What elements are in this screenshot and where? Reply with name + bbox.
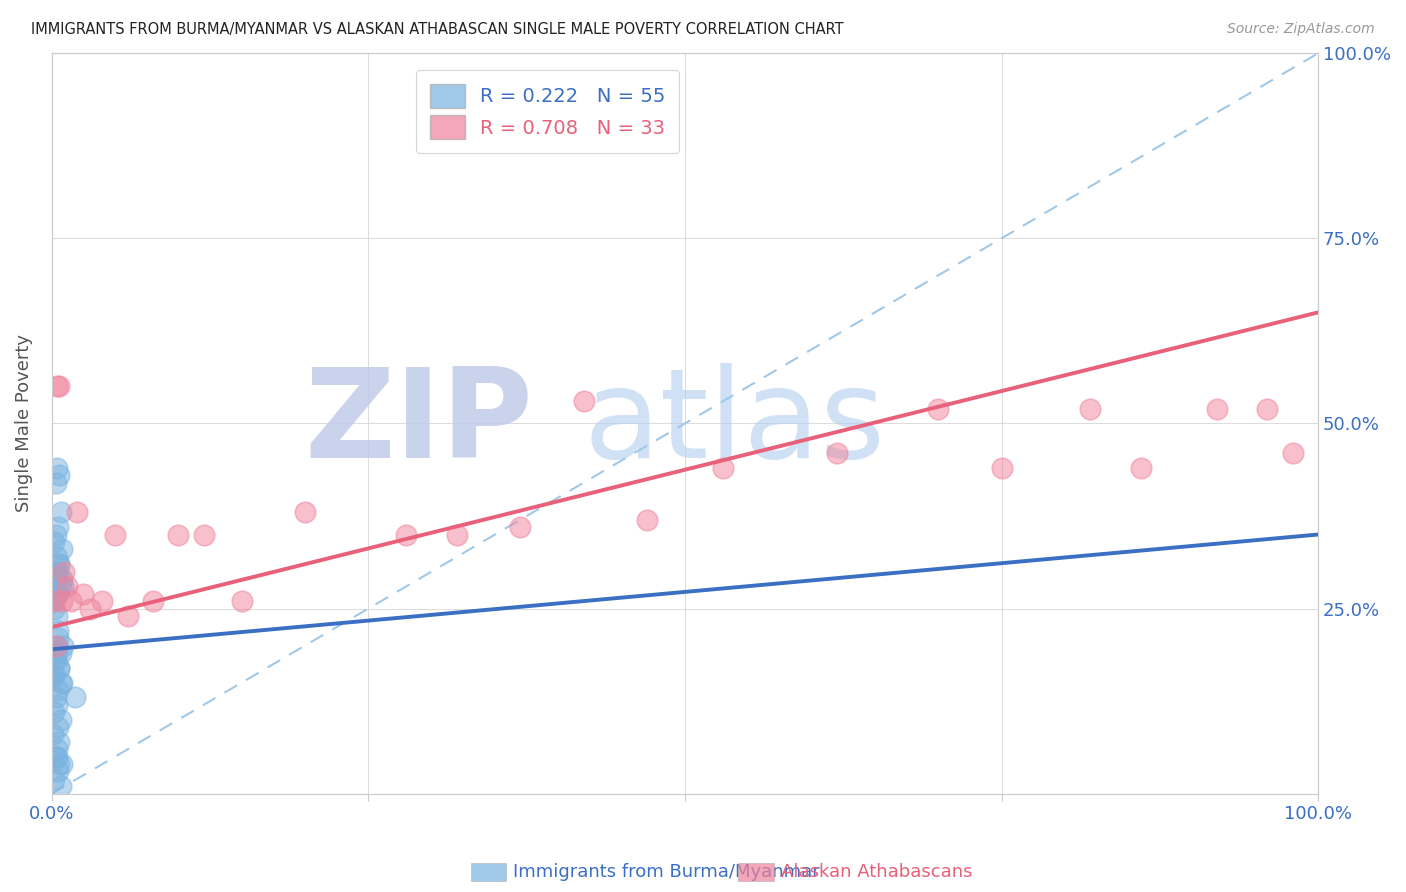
Point	[49, 505, 72, 519]
Point	[51, 757, 73, 772]
Point	[56, 579, 79, 593]
Point	[1129, 461, 1152, 475]
Point	[636, 513, 658, 527]
Point	[52, 639, 75, 653]
Point	[46, 587, 69, 601]
Point	[231, 594, 253, 608]
Point	[59, 594, 82, 608]
Point	[572, 394, 595, 409]
Point	[45, 639, 67, 653]
Point	[45, 379, 67, 393]
Point	[45, 639, 67, 653]
Point	[45, 475, 67, 490]
Point	[142, 594, 165, 608]
Point	[44, 579, 66, 593]
Point	[49, 675, 72, 690]
Point	[46, 520, 69, 534]
Point	[990, 461, 1012, 475]
Point	[825, 446, 848, 460]
Point	[48, 468, 70, 483]
Point	[49, 779, 72, 793]
Point	[44, 594, 66, 608]
Point	[45, 742, 67, 756]
Text: atlas: atlas	[583, 363, 886, 484]
Point	[72, 587, 94, 601]
Text: Alaskan Athabascans: Alaskan Athabascans	[780, 863, 972, 881]
Point	[45, 698, 67, 712]
Point	[44, 705, 66, 719]
Text: Immigrants from Burma/Myanmar: Immigrants from Burma/Myanmar	[513, 863, 820, 881]
Point	[46, 565, 69, 579]
Point	[45, 609, 67, 624]
Point	[79, 601, 101, 615]
Point	[91, 594, 114, 608]
Y-axis label: Single Male Poverty: Single Male Poverty	[15, 334, 32, 512]
Point	[48, 757, 70, 772]
Point	[45, 587, 67, 601]
Point	[167, 527, 190, 541]
Point	[48, 379, 70, 393]
Text: Source: ZipAtlas.com: Source: ZipAtlas.com	[1227, 22, 1375, 37]
Point	[1078, 401, 1101, 416]
Point	[45, 749, 67, 764]
Point	[63, 690, 86, 705]
Point	[1256, 401, 1278, 416]
Point	[51, 542, 73, 557]
Point	[44, 772, 66, 786]
Point	[44, 535, 66, 549]
Point	[395, 527, 418, 541]
Point	[44, 601, 66, 615]
Legend: R = 0.222   N = 55, R = 0.708   N = 33: R = 0.222 N = 55, R = 0.708 N = 33	[416, 70, 679, 153]
Point	[46, 720, 69, 734]
Point	[44, 668, 66, 682]
Point	[46, 683, 69, 698]
Point	[45, 549, 67, 564]
Point	[45, 565, 67, 579]
Point	[53, 565, 76, 579]
Point	[45, 690, 67, 705]
Point	[446, 527, 468, 541]
Point	[48, 735, 70, 749]
Point	[51, 594, 73, 608]
Point	[48, 557, 70, 571]
Point	[45, 646, 67, 660]
Point	[51, 675, 73, 690]
Point	[45, 749, 67, 764]
Point	[45, 572, 67, 586]
Point	[44, 594, 66, 608]
Point	[48, 661, 70, 675]
Point	[46, 631, 69, 645]
Point	[104, 527, 127, 541]
Point	[44, 668, 66, 682]
Point	[48, 661, 70, 675]
Point	[46, 764, 69, 779]
Point	[49, 646, 72, 660]
Point	[117, 609, 139, 624]
Point	[52, 579, 75, 593]
Point	[45, 461, 67, 475]
Point	[45, 527, 67, 541]
Point	[66, 505, 89, 519]
Point	[927, 401, 949, 416]
Point	[294, 505, 316, 519]
Point	[49, 713, 72, 727]
Point	[45, 653, 67, 667]
Point	[49, 579, 72, 593]
Point	[42, 727, 65, 741]
Point	[45, 565, 67, 579]
Point	[509, 520, 531, 534]
Point	[193, 527, 215, 541]
Point	[1205, 401, 1227, 416]
Point	[711, 461, 734, 475]
Text: IMMIGRANTS FROM BURMA/MYANMAR VS ALASKAN ATHABASCAN SINGLE MALE POVERTY CORRELAT: IMMIGRANTS FROM BURMA/MYANMAR VS ALASKAN…	[31, 22, 844, 37]
Point	[1281, 446, 1303, 460]
Point	[46, 624, 69, 638]
Point	[48, 557, 70, 571]
Text: ZIP: ZIP	[304, 363, 533, 484]
Point	[51, 572, 73, 586]
Point	[45, 653, 67, 667]
